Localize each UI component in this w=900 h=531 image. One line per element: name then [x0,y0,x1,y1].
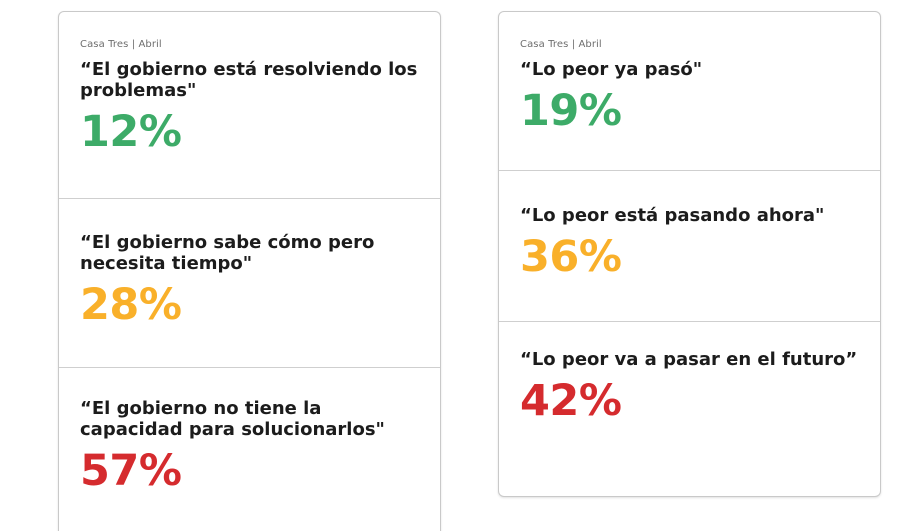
right-section-3: “Lo peor va a pasar en el futuro” 42% [499,321,880,496]
percentage-value: 19% [520,86,622,136]
source-label: Casa Tres | Abril [80,39,162,50]
percentage-value: 12% [80,107,182,157]
quote-label: “Lo peor está pasando ahora" [520,205,825,226]
left-section-2: “El gobierno sabe cómo pero necesita tie… [59,198,440,367]
left-section-3: “El gobierno no tiene la capacidad para … [59,367,440,531]
percentage-value: 57% [80,446,182,496]
left-card: Casa Tres | Abril “El gobierno está reso… [58,11,441,531]
left-section-1: Casa Tres | Abril “El gobierno está reso… [59,12,440,198]
quote-label: “Lo peor ya pasó" [520,59,703,80]
quote-label: “El gobierno está resolviendo los proble… [80,59,418,101]
right-section-1: Casa Tres | Abril “Lo peor ya pasó" 19% [499,12,880,170]
quote-label: “El gobierno sabe cómo pero necesita tie… [80,232,375,274]
source-label: Casa Tres | Abril [520,39,602,50]
quote-label: “Lo peor va a pasar en el futuro” [520,349,858,370]
percentage-value: 36% [520,232,622,282]
quote-label: “El gobierno no tiene la capacidad para … [80,398,385,440]
right-section-2: “Lo peor está pasando ahora" 36% [499,170,880,321]
right-card: Casa Tres | Abril “Lo peor ya pasó" 19% … [498,11,881,497]
percentage-value: 42% [520,376,622,426]
percentage-value: 28% [80,280,182,330]
